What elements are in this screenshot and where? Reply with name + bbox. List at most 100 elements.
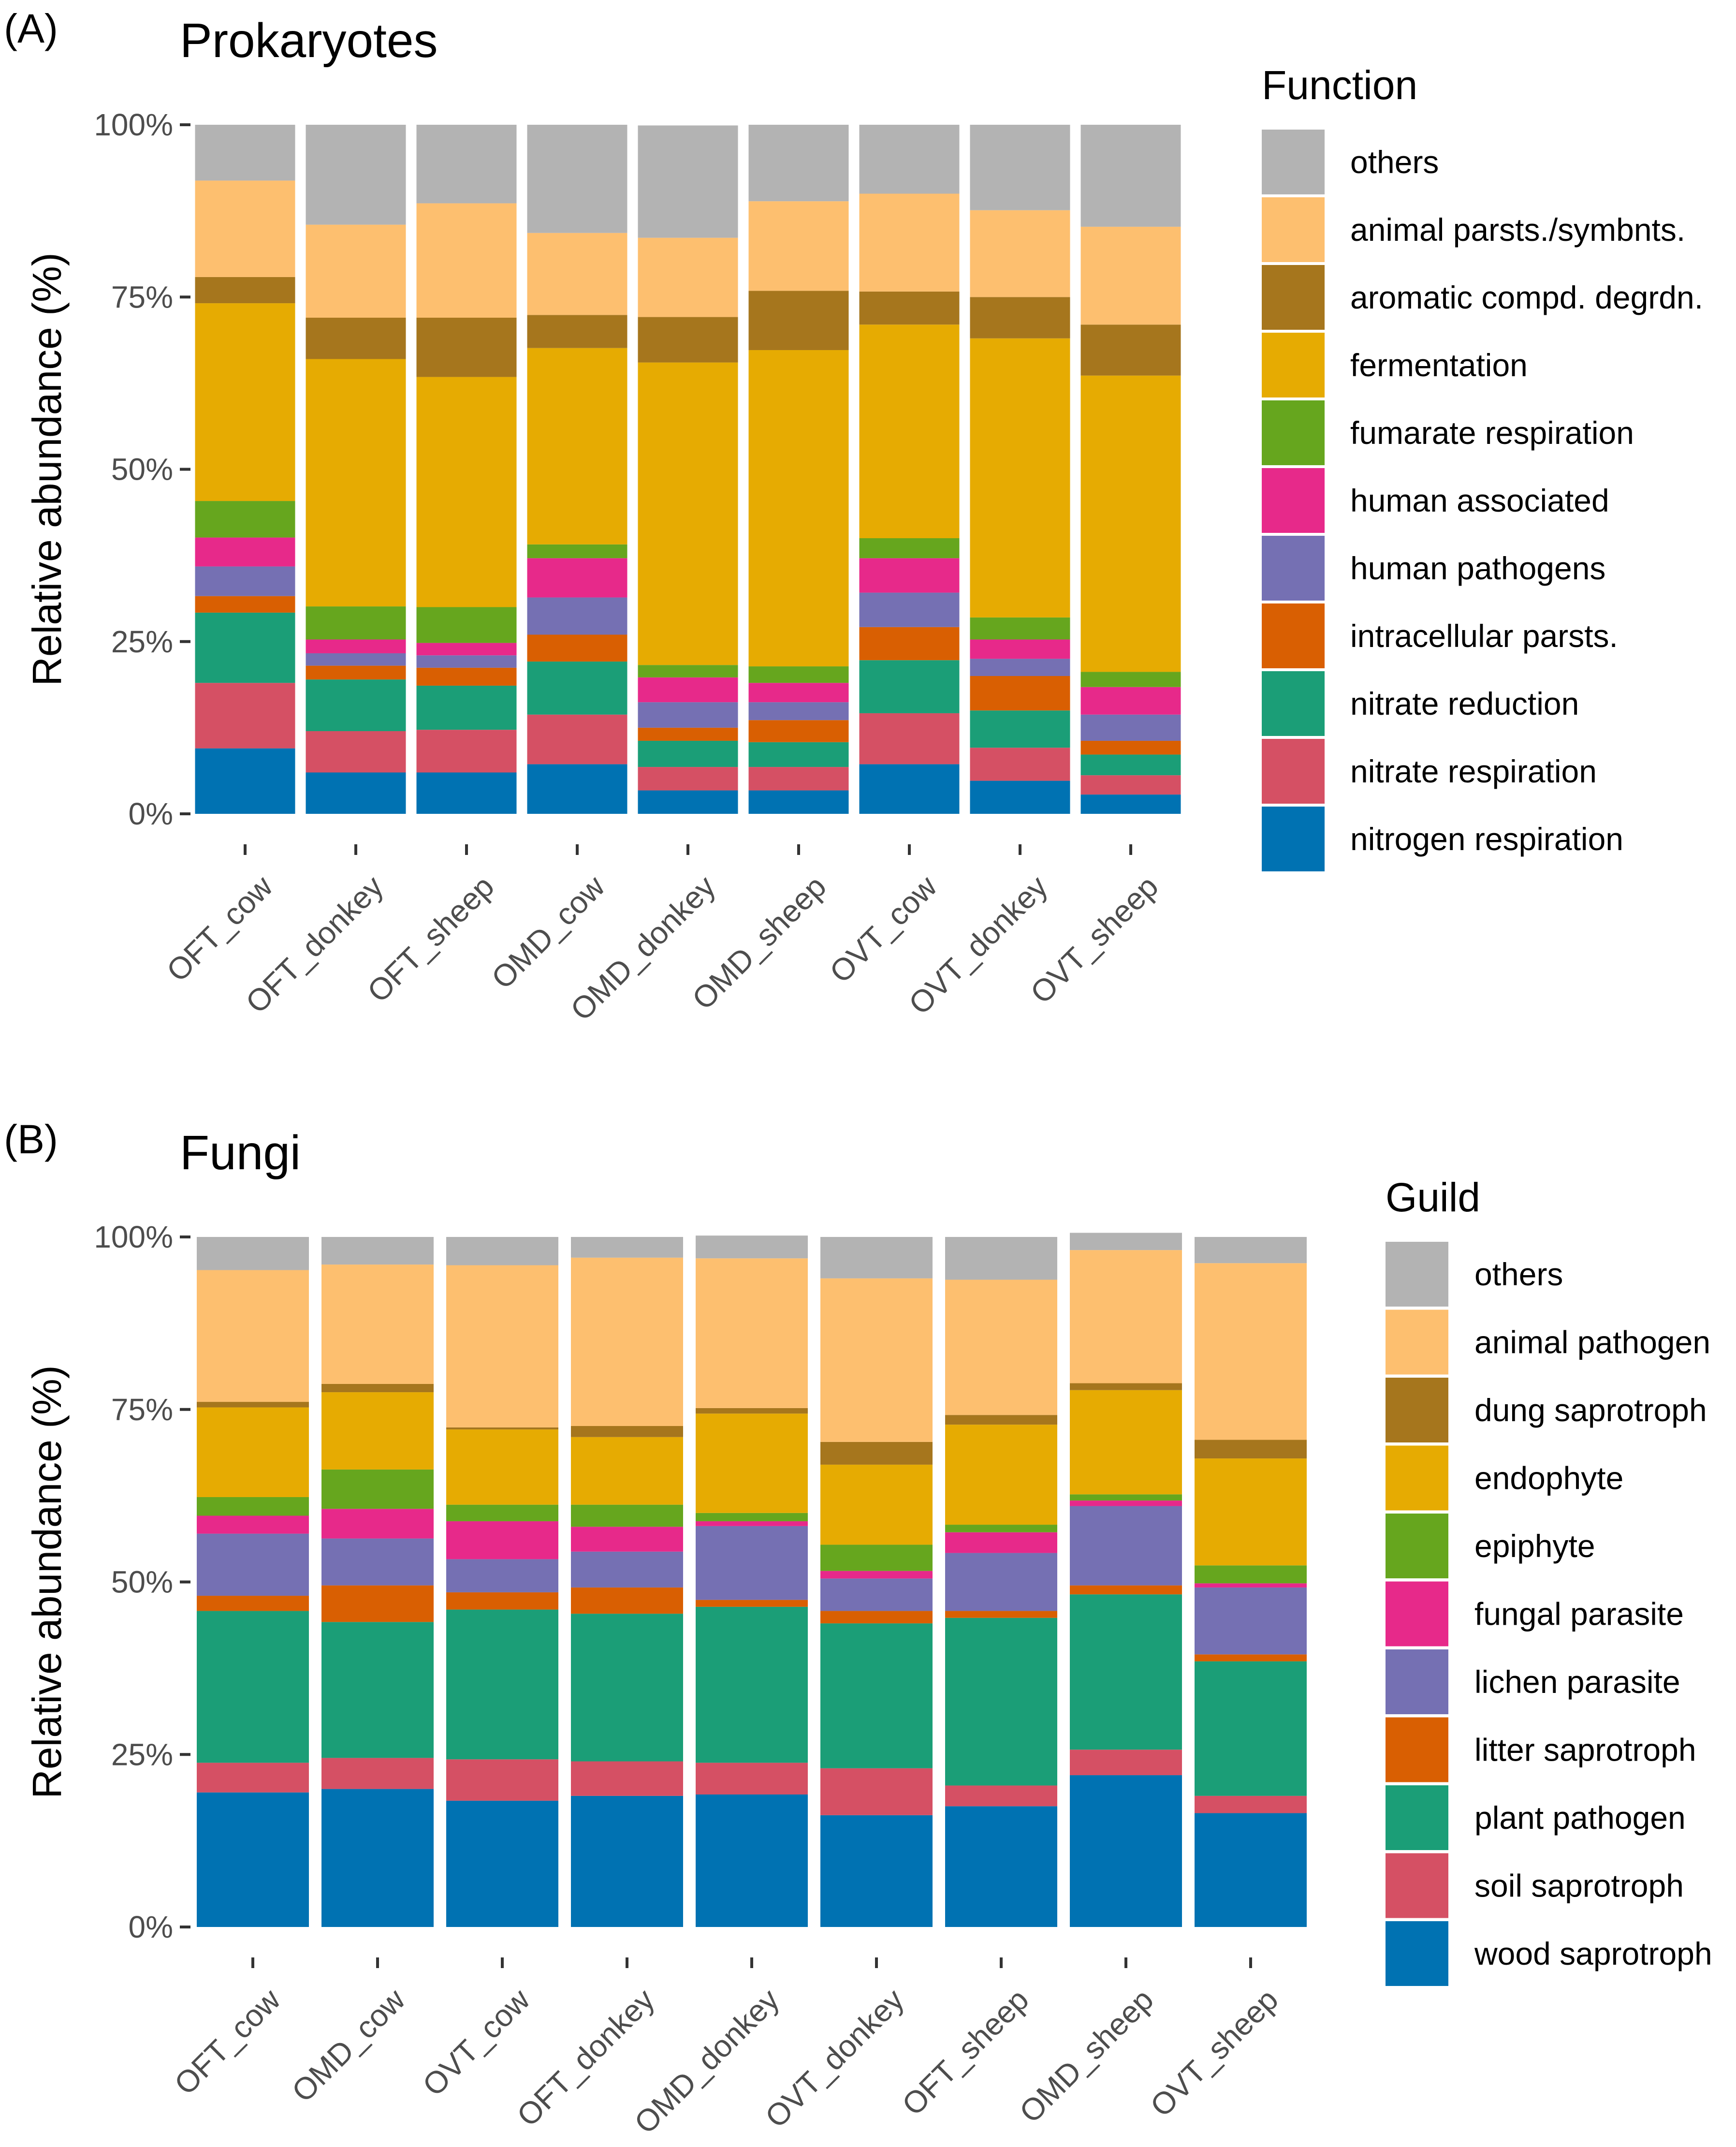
bar-stack-OMD_cow	[527, 125, 627, 814]
bar-segment-nitrate-respiration	[638, 767, 738, 791]
bar-stack-OVT_sheep	[1195, 1237, 1307, 1927]
bar-stack-OFT_cow	[197, 1237, 309, 1927]
legend-label: aromatic compd. degrdn.	[1350, 279, 1703, 315]
legend-label: dung saprotroph	[1474, 1392, 1707, 1428]
legend-key-animal-pathogen	[1386, 1309, 1448, 1375]
legend-label: wood saprotroph	[1474, 1936, 1712, 1971]
legend-label: human pathogens	[1350, 550, 1605, 586]
bar-segment-lichen-parasite	[820, 1578, 933, 1611]
bar-segment-others	[748, 125, 849, 202]
y-tick-label: 0%	[129, 796, 174, 831]
bar-segment-plant-pathogen	[197, 1611, 309, 1763]
y-tick-label: 25%	[111, 624, 173, 659]
bar-segment-litter-saprotroph	[571, 1587, 683, 1614]
bar-segment-fumarate-respiration	[416, 607, 517, 643]
bar-segment-animal-pathogen	[446, 1265, 558, 1427]
bar-segment-human-pathogens	[1080, 714, 1181, 741]
bar-segment-nitrate-respiration	[859, 713, 960, 765]
bar-segment-intracellular-parsts-	[638, 727, 738, 741]
x-tick-label: OVT_cow	[416, 1982, 537, 2103]
bar-segment-others	[1070, 1233, 1182, 1250]
bar-segment-litter-saprotroph	[945, 1611, 1057, 1618]
bar-segment-epiphyte	[571, 1504, 683, 1527]
y-tick-label: 75%	[111, 279, 173, 314]
bar-segment-plant-pathogen	[571, 1614, 683, 1762]
bar-segment-intracellular-parsts-	[416, 667, 517, 686]
bar-segment-animal-pathogen	[945, 1279, 1057, 1415]
x-tick-label: OVT_cow	[823, 868, 944, 989]
bar-segment-dung-saprotroph	[945, 1415, 1057, 1425]
bar-segment-plant-pathogen	[1195, 1661, 1307, 1796]
bar-segment-others	[1195, 1237, 1307, 1264]
legend-label: nitrate respiration	[1350, 753, 1597, 789]
legend-title: Guild	[1386, 1175, 1480, 1220]
bar-segment-dung-saprotroph	[321, 1383, 434, 1393]
chart-title: Prokaryotes	[180, 14, 438, 68]
bar-stack-OVT_donkey	[820, 1237, 933, 1927]
bar-stack-OMD_sheep	[1070, 1233, 1182, 1927]
bar-segment-wood-saprotroph	[571, 1795, 683, 1927]
bar-segment-fumarate-respiration	[1080, 672, 1181, 687]
bar-stack-OVT_sheep	[1080, 125, 1181, 814]
bar-segment-soil-saprotroph	[820, 1768, 933, 1815]
bar-segment-fumarate-respiration	[859, 538, 960, 559]
bar-segment-nitrate-reduction	[859, 660, 960, 713]
bar-segment-animal-parsts-symbnts-	[638, 237, 738, 317]
bar-segment-nitrate-reduction	[1080, 754, 1181, 776]
bar-segment-plant-pathogen	[1070, 1594, 1182, 1750]
bar-segment-lichen-parasite	[1070, 1506, 1182, 1586]
bar-segment-intracellular-parsts-	[970, 676, 1070, 711]
bar-segment-epiphyte	[446, 1504, 558, 1521]
bar-segment-wood-saprotroph	[820, 1815, 933, 1927]
x-tick-label: OFT_cow	[168, 1982, 288, 2102]
bar-segment-intracellular-parsts-	[306, 665, 406, 680]
legend-key-fermentation	[1262, 333, 1325, 397]
bar-segment-human-associated	[748, 683, 849, 703]
bar-segment-nitrogen-respiration	[416, 772, 517, 814]
bar-segment-human-pathogens	[306, 653, 406, 666]
bar-segment-nitrate-reduction	[416, 685, 517, 730]
legend-key-nitrate-respiration	[1262, 739, 1325, 804]
bar-segment-endophyte	[321, 1392, 434, 1470]
legend-key-plant-pathogen	[1386, 1785, 1448, 1850]
bar-segment-fungal-parasite	[197, 1515, 309, 1534]
bar-segment-aromatic-compd-degrdn-	[859, 291, 960, 325]
bar-segment-endophyte	[696, 1413, 808, 1513]
legend-key-soil-saprotroph	[1386, 1853, 1448, 1918]
bar-segment-fermentation	[416, 377, 517, 607]
bar-segment-nitrogen-respiration	[970, 780, 1070, 814]
y-tick-label: 50%	[111, 452, 173, 487]
legend-key-wood-saprotroph	[1386, 1921, 1448, 1986]
bar-segment-animal-parsts-symbnts-	[970, 210, 1070, 297]
bar-segment-litter-saprotroph	[197, 1596, 309, 1611]
bar-segment-others	[945, 1237, 1057, 1280]
legend-label: fungal parasite	[1474, 1596, 1684, 1632]
legend-label: nitrogen respiration	[1350, 821, 1623, 857]
bar-segment-fumarate-respiration	[748, 666, 849, 683]
bar-segment-animal-parsts-symbnts-	[1080, 226, 1181, 325]
bar-segment-animal-pathogen	[1070, 1250, 1182, 1383]
bar-segment-human-pathogens	[416, 655, 517, 668]
legend-key-lichen-parasite	[1386, 1649, 1448, 1714]
legend-label: plant pathogen	[1474, 1800, 1686, 1836]
bar-segment-endophyte	[1070, 1390, 1182, 1495]
bar-segment-dung-saprotroph	[696, 1408, 808, 1414]
x-tick-label: OVT_sheep	[1143, 1982, 1284, 2123]
bar-segment-human-pathogens	[638, 702, 738, 728]
bar-segment-animal-parsts-symbnts-	[306, 224, 406, 318]
bar-segment-intracellular-parsts-	[1080, 740, 1181, 755]
bar-segment-aromatic-compd-degrdn-	[970, 297, 1070, 338]
bar-segment-soil-saprotroph	[571, 1761, 683, 1796]
bar-segment-epiphyte	[696, 1513, 808, 1521]
bar-segment-litter-saprotroph	[446, 1592, 558, 1610]
bar-segment-animal-pathogen	[197, 1270, 309, 1402]
panel-label: (B)	[4, 1117, 58, 1162]
bar-segment-fungal-parasite	[571, 1527, 683, 1552]
bar-segment-nitrogen-respiration	[638, 790, 738, 814]
bar-segment-wood-saprotroph	[197, 1792, 309, 1927]
bar-segment-fermentation	[748, 350, 849, 667]
bar-stack-OFT_donkey	[306, 125, 406, 814]
bar-segment-nitrate-respiration	[970, 748, 1070, 781]
bar-segment-fermentation	[195, 303, 295, 501]
legend-key-aromatic-compd-degrdn-	[1262, 265, 1325, 330]
